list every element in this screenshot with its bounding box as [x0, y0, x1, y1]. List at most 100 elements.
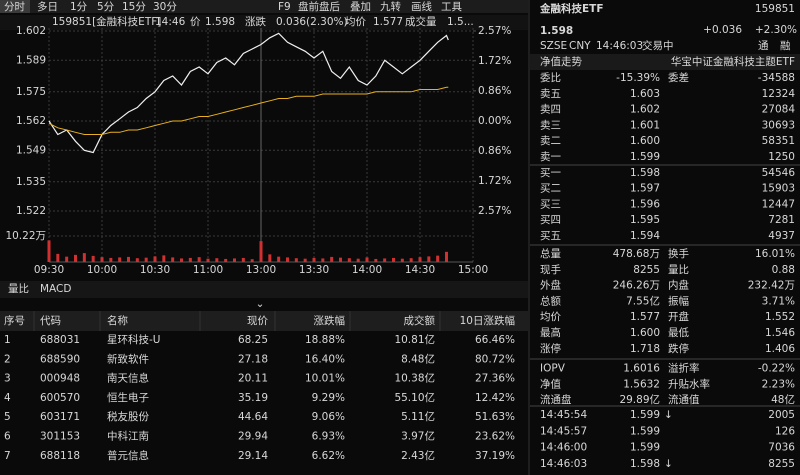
x-tick-label: 10:30	[140, 264, 170, 276]
y2-tick-label: 2.57%	[478, 205, 511, 217]
stat-label: 换手	[668, 247, 689, 260]
ask-label: 卖一	[540, 151, 561, 163]
stat-value: 1.552	[765, 311, 795, 323]
volume-bar	[241, 257, 245, 262]
table-cell: 7	[4, 450, 11, 462]
ask-price: 1.599	[630, 151, 660, 163]
volume-bar	[374, 258, 378, 262]
stat-label: 总额	[540, 294, 561, 307]
ask-volume: 1250	[768, 151, 795, 163]
stat-value: 1.6016	[623, 363, 660, 375]
table-cell: 9.06%	[312, 411, 345, 423]
table-cell: 6.62%	[312, 450, 345, 462]
table-header: 现价	[247, 315, 268, 327]
ask-volume: 30693	[762, 119, 795, 131]
x-tick-label: 09:30	[34, 264, 64, 276]
ask-price: 1.602	[630, 104, 660, 116]
header-price-label: 价	[190, 16, 201, 28]
ask-volume: 27084	[762, 104, 796, 116]
bid-price: 1.595	[630, 214, 660, 226]
bid-volume: 15903	[762, 183, 795, 195]
y-tick-label: 1.575	[16, 86, 46, 98]
tool[interactable]: 叠加	[350, 1, 371, 13]
nav-bar	[530, 54, 800, 70]
tool[interactable]: F9	[278, 1, 291, 13]
stat-label: 外盘	[540, 279, 561, 292]
sub-tab[interactable]: MACD	[40, 283, 71, 295]
volume-bar	[171, 257, 175, 262]
nav-link[interactable]: 净值走势	[540, 55, 582, 68]
table-cell: 10.81亿	[394, 333, 435, 346]
tab[interactable]: 1分	[70, 1, 88, 13]
table-cell: 10.38亿	[394, 372, 435, 385]
table-header: 10日涨跌幅	[460, 314, 515, 327]
table-cell: 1	[4, 334, 11, 346]
tab[interactable]: 30分	[153, 1, 177, 13]
tab-active	[0, 0, 30, 13]
tool[interactable]: 画线	[411, 0, 432, 13]
volume-bar	[383, 258, 387, 262]
stat-label: 涨停	[540, 342, 561, 355]
volume-bar	[409, 258, 413, 262]
stat-value: 1.718	[630, 343, 660, 355]
volume-bar	[365, 257, 369, 262]
header-change-label: 涨跌	[245, 15, 266, 28]
y-tick-label: 1.589	[16, 54, 46, 66]
y2-tick-label: 0.86%	[478, 145, 511, 157]
y-tick-label: 10.22万	[5, 230, 46, 242]
table-header: 成交额	[404, 314, 436, 327]
volume-bar	[392, 257, 395, 262]
tab[interactable]: 15分	[122, 1, 146, 13]
header-code-name: 159851[金融科技ETF]	[52, 15, 161, 28]
volume-bar	[144, 257, 148, 262]
tab[interactable]: 分时	[4, 1, 25, 13]
quote-code: 159851	[755, 3, 795, 15]
stat-label: 内盘	[668, 279, 689, 292]
bid-volume: 4937	[768, 230, 795, 242]
table-cell: 20.11	[238, 373, 268, 385]
stat-label: 现手	[540, 263, 561, 276]
table-cell: 2.43亿	[401, 449, 435, 462]
order-ratio: 委比	[540, 71, 561, 84]
volume-bar	[259, 241, 263, 262]
table-cell: 688118	[40, 450, 80, 462]
y-tick-label: 1.602	[16, 25, 46, 37]
table-cell: 35.19	[238, 392, 268, 404]
stat-label: 最低	[668, 326, 689, 339]
table-cell: 55.10亿	[394, 391, 435, 404]
stat-label: 振幅	[668, 294, 689, 307]
volume-bar	[82, 253, 86, 262]
trade-price: 1.599	[630, 409, 660, 421]
table-cell: 南天信息	[107, 372, 149, 385]
bid-volume: 7281	[768, 214, 795, 226]
stat-label: 均价	[540, 311, 561, 323]
tab[interactable]: 多日	[37, 0, 58, 13]
stat-label: 最高	[540, 326, 561, 339]
volume-bar	[180, 258, 183, 262]
ask-label: 卖二	[540, 135, 561, 147]
tool[interactable]: 九转	[380, 0, 401, 13]
tab[interactable]: 5分	[97, 1, 115, 13]
volume-bar	[321, 258, 325, 262]
collapse-icon[interactable]: ⌄	[256, 298, 265, 310]
tool[interactable]: 工具	[441, 1, 462, 13]
ask-label: 卖三	[540, 119, 561, 131]
table-cell: 18.88%	[305, 334, 345, 346]
bid-price: 1.596	[630, 198, 660, 210]
header-price: 1.598	[205, 16, 235, 28]
table-cell: 16.40%	[305, 353, 345, 365]
stat-value: 232.42万	[748, 280, 795, 292]
sub-tab[interactable]: 量比	[8, 282, 29, 295]
bid-label: 买二	[540, 183, 561, 195]
table-cell: 000948	[40, 373, 80, 385]
table-cell: 6.93%	[312, 431, 345, 443]
tool[interactable]: 盘前盘后	[298, 0, 340, 13]
table-cell: 23.62%	[475, 431, 515, 443]
y-tick-label: 1.535	[16, 176, 46, 188]
x-tick-label: 15:00	[458, 264, 488, 276]
quote-change: +0.036	[703, 24, 742, 36]
table-header: 名称	[107, 314, 128, 327]
trade-price: 1.599	[630, 442, 660, 454]
volume-bar	[418, 257, 422, 262]
ask-label: 卖五	[540, 88, 561, 100]
